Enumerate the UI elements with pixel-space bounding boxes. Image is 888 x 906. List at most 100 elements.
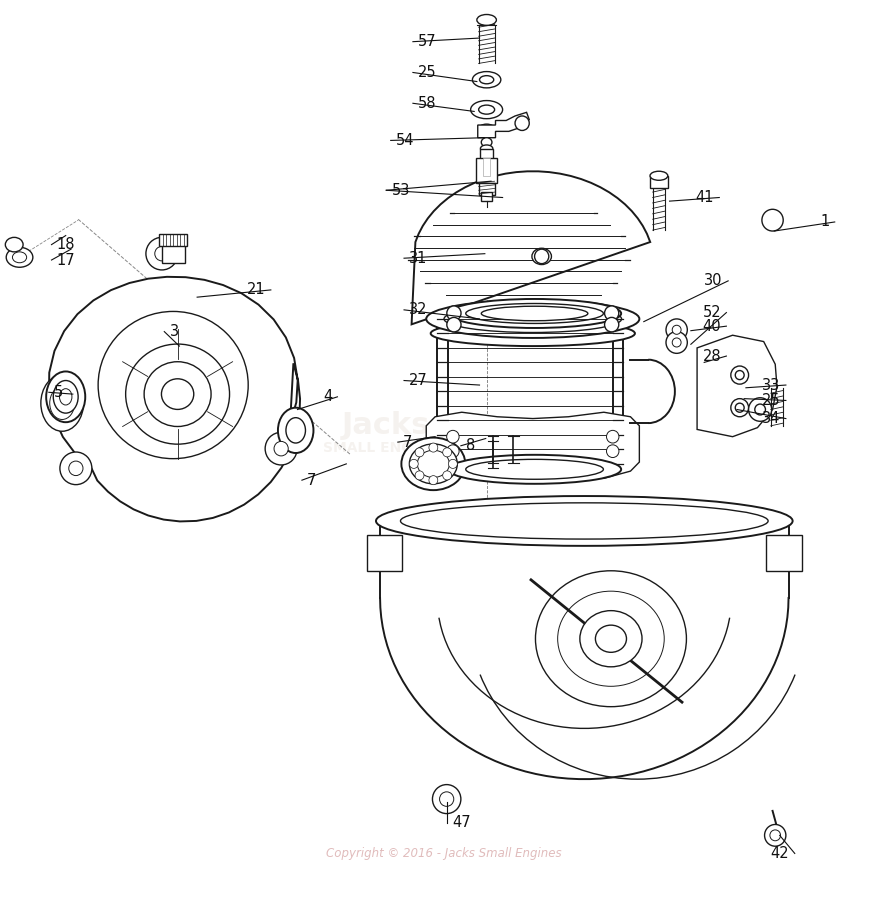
Ellipse shape [50, 387, 75, 419]
Text: 17: 17 [57, 253, 75, 267]
Circle shape [672, 338, 681, 347]
Circle shape [762, 209, 783, 231]
Circle shape [607, 430, 619, 443]
Text: 40: 40 [702, 319, 721, 333]
Ellipse shape [46, 371, 85, 422]
Circle shape [607, 445, 619, 458]
Circle shape [605, 317, 619, 332]
Ellipse shape [5, 237, 23, 252]
Polygon shape [426, 412, 639, 478]
Circle shape [749, 398, 772, 421]
Circle shape [765, 824, 786, 846]
Ellipse shape [479, 124, 495, 133]
Text: 58: 58 [418, 96, 437, 111]
Ellipse shape [59, 389, 72, 405]
Text: 28: 28 [702, 349, 721, 363]
Circle shape [415, 471, 424, 480]
Ellipse shape [480, 75, 494, 83]
Ellipse shape [595, 625, 626, 652]
Ellipse shape [650, 171, 668, 180]
Text: 52: 52 [702, 305, 721, 320]
Bar [766, 535, 802, 571]
Circle shape [447, 306, 461, 321]
Text: 3: 3 [170, 324, 178, 339]
Circle shape [443, 448, 452, 457]
Circle shape [770, 830, 781, 841]
Circle shape [429, 476, 438, 485]
Bar [367, 535, 402, 571]
Ellipse shape [558, 591, 664, 687]
Ellipse shape [448, 455, 621, 484]
Circle shape [429, 443, 438, 452]
Text: 41: 41 [695, 190, 714, 205]
Ellipse shape [471, 101, 503, 119]
Ellipse shape [401, 438, 465, 490]
Text: 32: 32 [409, 303, 428, 317]
Bar [159, 234, 187, 246]
Text: 7: 7 [307, 473, 317, 487]
Ellipse shape [409, 444, 457, 484]
Polygon shape [411, 171, 650, 324]
Text: 25: 25 [762, 393, 781, 408]
Polygon shape [697, 335, 777, 437]
Ellipse shape [53, 381, 78, 413]
Text: 1: 1 [821, 215, 829, 229]
Ellipse shape [12, 252, 27, 263]
Ellipse shape [479, 105, 495, 114]
Bar [479, 183, 495, 195]
Text: 54: 54 [396, 133, 415, 148]
Ellipse shape [278, 408, 313, 453]
Circle shape [666, 332, 687, 353]
Ellipse shape [532, 248, 551, 265]
Text: 57: 57 [418, 34, 437, 49]
Circle shape [440, 792, 454, 806]
Ellipse shape [465, 459, 604, 479]
Ellipse shape [448, 299, 621, 328]
Text: 31: 31 [409, 251, 428, 265]
Polygon shape [478, 112, 529, 138]
Circle shape [447, 445, 459, 458]
Text: 18: 18 [57, 237, 75, 252]
Text: 33: 33 [762, 378, 781, 392]
Circle shape [68, 461, 83, 476]
Text: 21: 21 [247, 283, 266, 297]
Circle shape [447, 430, 459, 443]
Circle shape [731, 366, 749, 384]
Circle shape [605, 306, 619, 321]
Text: 47: 47 [452, 815, 471, 830]
Ellipse shape [580, 611, 642, 667]
Text: 30: 30 [704, 274, 723, 288]
Text: 34: 34 [762, 411, 781, 426]
Circle shape [448, 459, 457, 468]
Text: 5: 5 [54, 385, 63, 400]
Ellipse shape [431, 321, 635, 346]
Text: 27: 27 [409, 373, 428, 388]
Ellipse shape [444, 305, 622, 333]
Circle shape [146, 237, 178, 270]
Circle shape [274, 441, 289, 456]
Text: 4: 4 [323, 390, 332, 404]
Ellipse shape [480, 145, 493, 152]
Ellipse shape [472, 72, 501, 88]
Ellipse shape [126, 344, 229, 444]
Polygon shape [49, 277, 300, 522]
Circle shape [731, 399, 749, 417]
Ellipse shape [477, 14, 496, 25]
Circle shape [515, 116, 529, 130]
Ellipse shape [481, 306, 588, 321]
Text: SMALL ENGINES: SMALL ENGINES [323, 441, 449, 456]
Circle shape [735, 403, 744, 412]
Text: 25: 25 [418, 65, 437, 80]
Bar [483, 158, 490, 176]
Ellipse shape [98, 312, 248, 458]
Circle shape [447, 317, 461, 332]
Circle shape [155, 246, 169, 261]
Ellipse shape [481, 138, 492, 147]
Ellipse shape [41, 375, 83, 431]
Ellipse shape [426, 300, 639, 338]
Ellipse shape [376, 496, 793, 545]
Text: Jacks: Jacks [342, 411, 431, 440]
Circle shape [415, 448, 424, 457]
Circle shape [666, 319, 687, 341]
Text: 42: 42 [771, 846, 789, 861]
